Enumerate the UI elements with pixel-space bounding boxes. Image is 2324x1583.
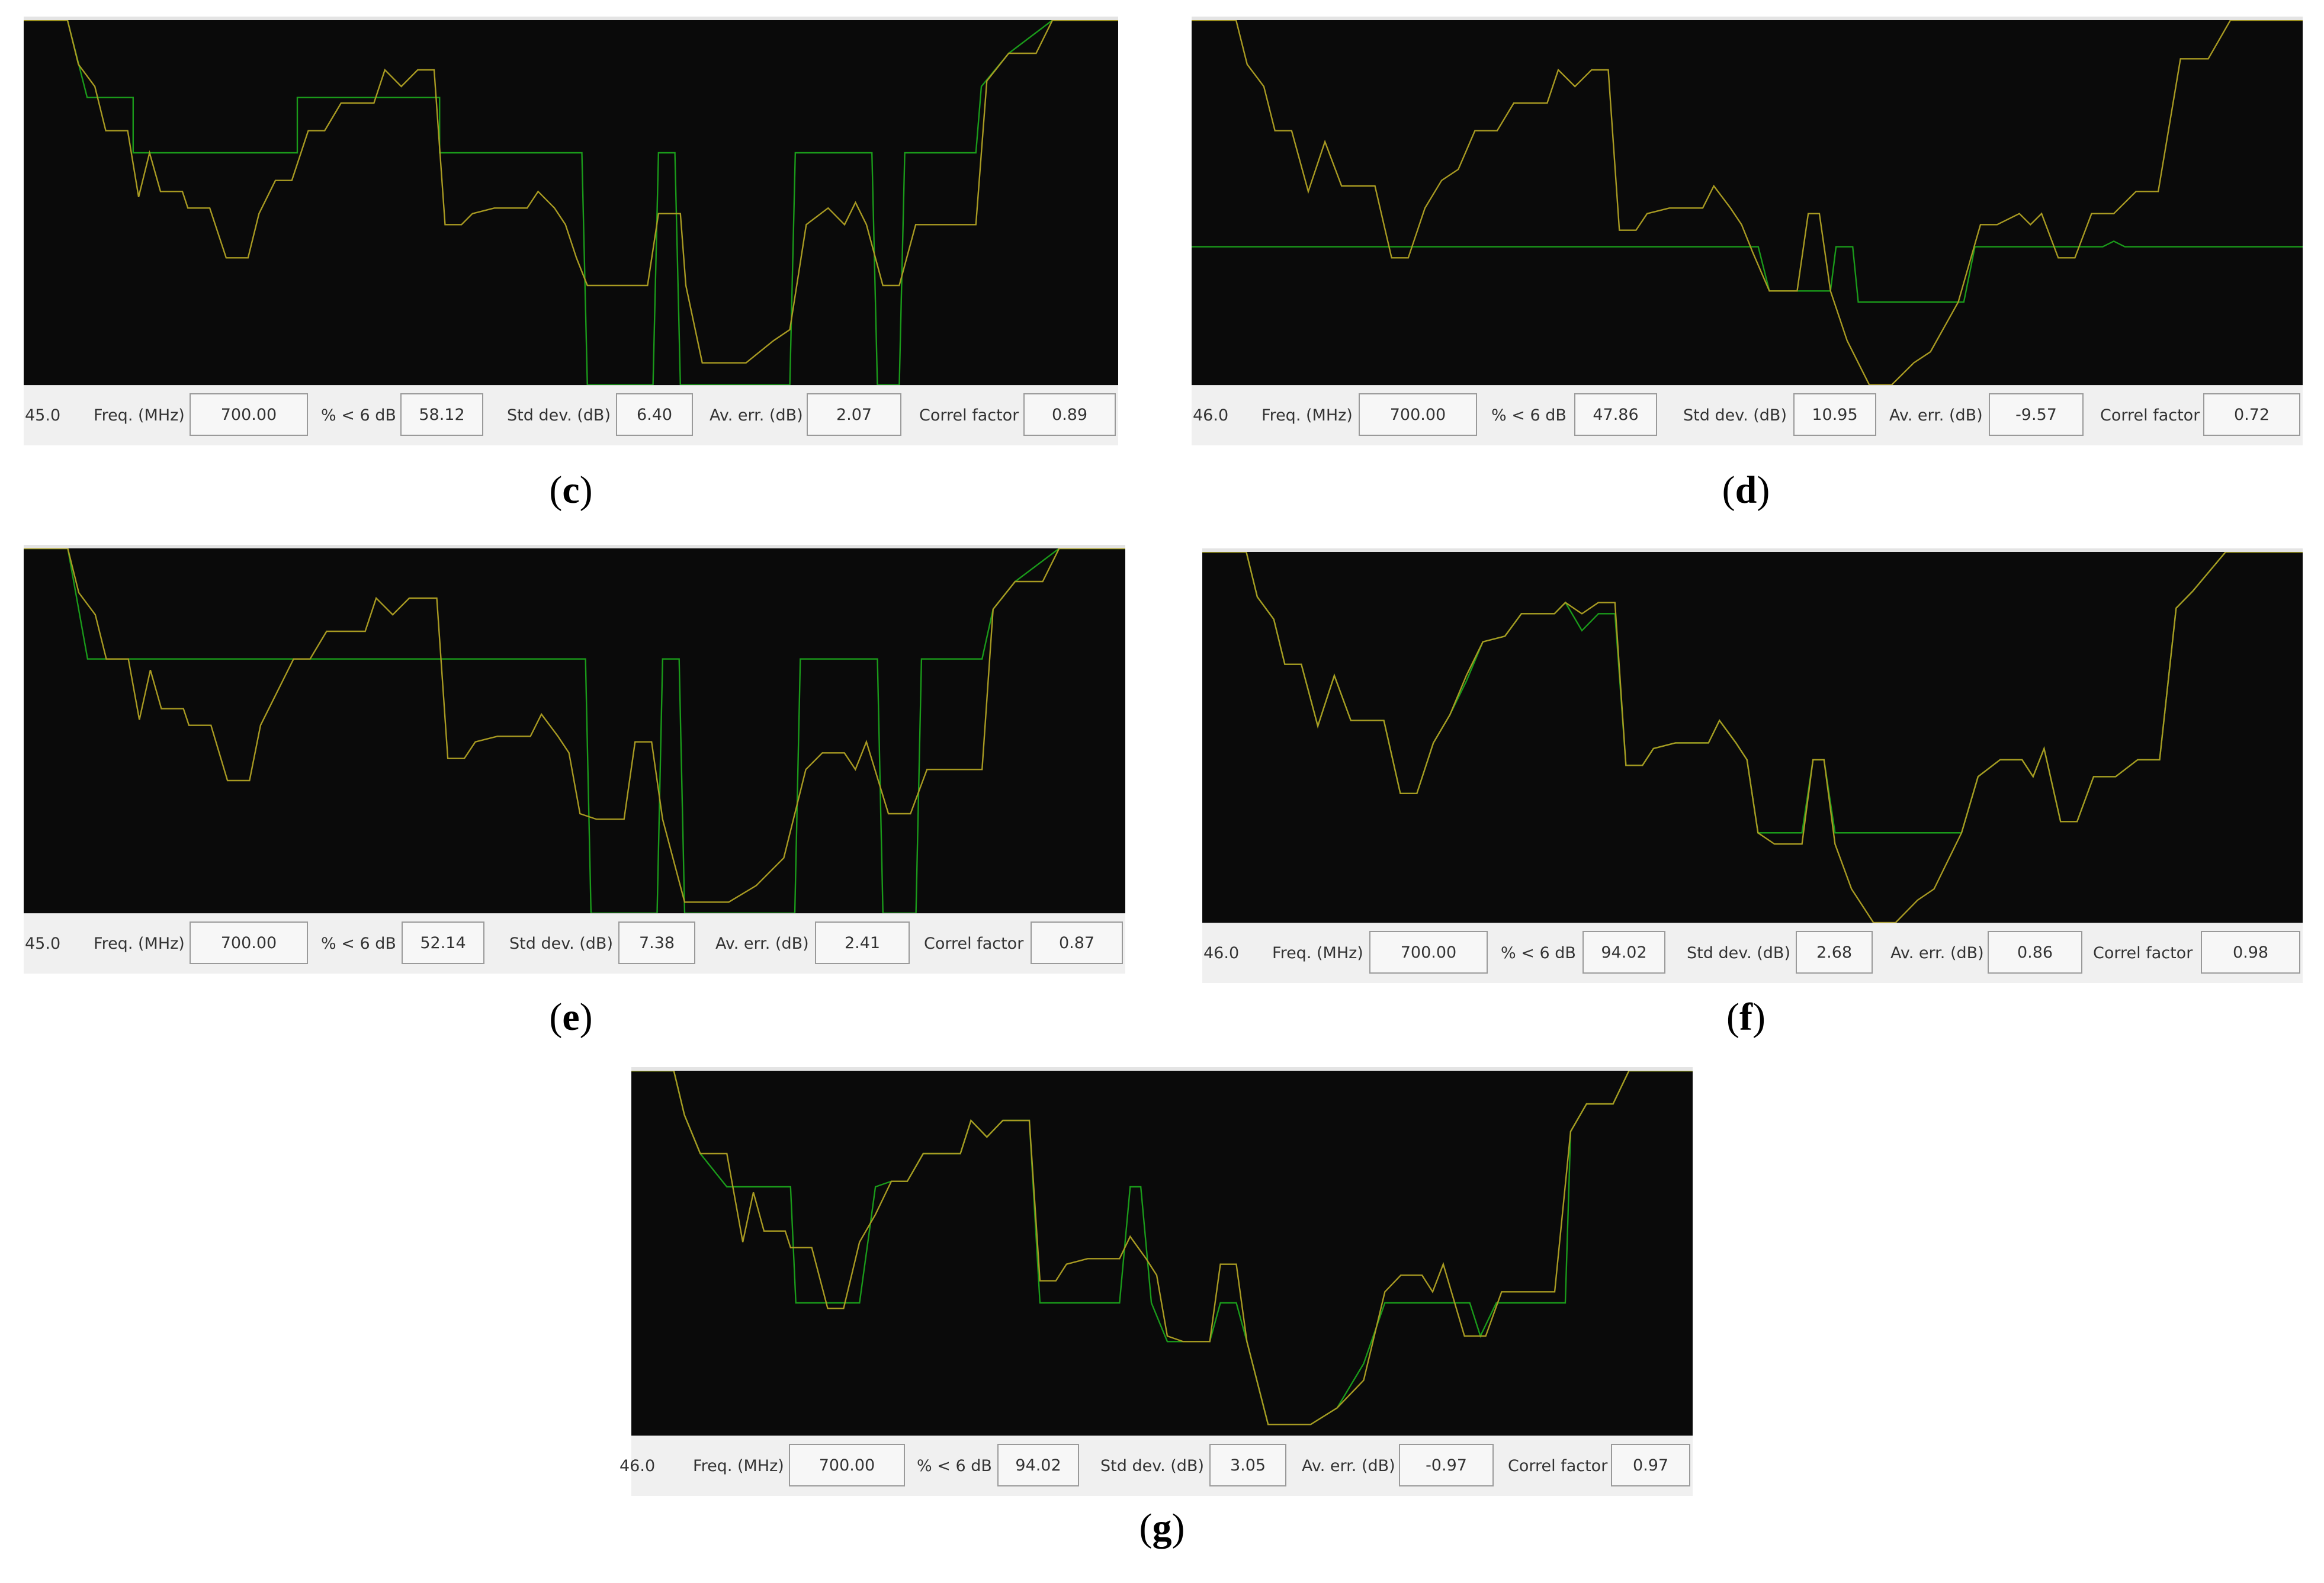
profile-plot-c-svg bbox=[24, 20, 1118, 385]
panel-g: 46.0 Freq. (MHz) 700.00 % < 6 dB 94.02 S… bbox=[619, 1067, 1693, 1496]
pct-label: % < 6 dB bbox=[1501, 944, 1576, 962]
correl-factor-field[interactable]: 0.97 bbox=[1611, 1444, 1690, 1486]
correl-factor-label: Correl factor bbox=[2093, 944, 2193, 962]
scale-value: 45.0 bbox=[25, 406, 61, 425]
predicted-trace-g bbox=[631, 1071, 1693, 1424]
profile-plot-e-svg bbox=[24, 548, 1125, 913]
pct-field[interactable]: 94.02 bbox=[997, 1444, 1079, 1486]
std-dev-field[interactable]: 10.95 bbox=[1793, 393, 1876, 436]
std-dev-field[interactable]: 6.40 bbox=[616, 393, 693, 436]
profile-plot-f bbox=[1202, 548, 2303, 923]
av-err-field[interactable]: -0.97 bbox=[1399, 1444, 1494, 1486]
freq-label: Freq. (MHz) bbox=[94, 406, 185, 425]
freq-field[interactable]: 700.00 bbox=[190, 393, 308, 436]
panel-e: 45.0 Freq. (MHz) 700.00 % < 6 dB 52.14 S… bbox=[24, 545, 1125, 974]
correl-factor-label: Correl factor bbox=[924, 935, 1024, 953]
measured-trace-e bbox=[24, 548, 1125, 902]
std-dev-label: Std dev. (dB) bbox=[1687, 944, 1790, 962]
status-bar-e: 45.0 Freq. (MHz) 700.00 % < 6 dB 52.14 S… bbox=[24, 913, 1125, 974]
correl-factor-label: Correl factor bbox=[2100, 406, 2200, 425]
pct-field[interactable]: 52.14 bbox=[402, 921, 484, 964]
profile-plot-g-svg bbox=[631, 1071, 1693, 1436]
measured-trace-c bbox=[24, 20, 1118, 363]
av-err-label: Av. err. (dB) bbox=[1890, 944, 1984, 962]
profile-plot-g bbox=[631, 1067, 1693, 1436]
std-dev-field[interactable]: 3.05 bbox=[1209, 1444, 1286, 1486]
profile-plot-d bbox=[1192, 17, 2303, 385]
av-err-label: Av. err. (dB) bbox=[715, 935, 809, 953]
caption-e: (e) bbox=[549, 996, 593, 1039]
freq-field[interactable]: 700.00 bbox=[1369, 931, 1488, 974]
status-bar-g: 46.0 Freq. (MHz) 700.00 % < 6 dB 94.02 S… bbox=[619, 1436, 1693, 1496]
freq-field[interactable]: 700.00 bbox=[190, 921, 308, 964]
panel-c: 45.0 Freq. (MHz) 700.00 % < 6 dB 58.12 S… bbox=[24, 17, 1118, 445]
std-dev-label: Std dev. (dB) bbox=[1683, 406, 1787, 425]
measured-trace-g bbox=[631, 1071, 1693, 1424]
freq-label: Freq. (MHz) bbox=[1261, 406, 1353, 425]
predicted-trace-d bbox=[1192, 241, 2303, 302]
freq-field[interactable]: 700.00 bbox=[1359, 393, 1477, 436]
av-err-label: Av. err. (dB) bbox=[710, 406, 803, 425]
std-dev-field[interactable]: 2.68 bbox=[1796, 931, 1873, 974]
pct-field[interactable]: 47.86 bbox=[1574, 393, 1657, 436]
panel-d: 46.0 Freq. (MHz) 700.00 % < 6 dB 47.86 S… bbox=[1192, 17, 2303, 445]
profile-plot-f-svg bbox=[1202, 552, 2303, 923]
freq-field[interactable]: 700.00 bbox=[789, 1444, 905, 1486]
freq-label: Freq. (MHz) bbox=[94, 935, 185, 953]
pct-label: % < 6 dB bbox=[321, 406, 396, 425]
correl-factor-field[interactable]: 0.89 bbox=[1023, 393, 1116, 436]
status-bar-f: 46.0 Freq. (MHz) 700.00 % < 6 dB 94.02 S… bbox=[1202, 923, 2303, 983]
caption-c: (c) bbox=[549, 468, 593, 512]
av-err-label: Av. err. (dB) bbox=[1302, 1457, 1395, 1475]
predicted-trace-f bbox=[1202, 552, 2303, 833]
av-err-field[interactable]: 2.07 bbox=[807, 393, 901, 436]
predicted-trace-e bbox=[24, 548, 1125, 913]
freq-label: Freq. (MHz) bbox=[1272, 944, 1363, 962]
scale-value: 46.0 bbox=[1193, 406, 1229, 425]
status-bar-d: 46.0 Freq. (MHz) 700.00 % < 6 dB 47.86 S… bbox=[1192, 385, 2303, 445]
caption-d: (d) bbox=[1722, 468, 1770, 512]
pct-label: % < 6 dB bbox=[917, 1457, 992, 1475]
scale-value: 45.0 bbox=[25, 935, 61, 953]
correl-factor-label: Correl factor bbox=[919, 406, 1019, 425]
correl-factor-label: Correl factor bbox=[1508, 1457, 1608, 1475]
profile-plot-e bbox=[24, 545, 1125, 913]
profile-plot-c bbox=[24, 17, 1118, 385]
av-err-field[interactable]: 0.86 bbox=[1988, 931, 2082, 974]
scale-value: 46.0 bbox=[619, 1457, 656, 1475]
std-dev-field[interactable]: 7.38 bbox=[618, 921, 695, 964]
freq-label: Freq. (MHz) bbox=[693, 1457, 784, 1475]
correl-factor-field[interactable]: 0.87 bbox=[1031, 921, 1123, 964]
av-err-label: Av. err. (dB) bbox=[1889, 406, 1983, 425]
caption-g: (g) bbox=[1139, 1506, 1185, 1549]
caption-f: (f) bbox=[1726, 996, 1766, 1039]
measured-trace-f bbox=[1202, 552, 2303, 923]
pct-field[interactable]: 94.02 bbox=[1582, 931, 1665, 974]
correl-factor-field[interactable]: 0.98 bbox=[2201, 931, 2300, 974]
pct-label: % < 6 dB bbox=[1491, 406, 1567, 425]
predicted-trace-c bbox=[24, 20, 1118, 385]
av-err-field[interactable]: -9.57 bbox=[1989, 393, 2084, 436]
status-bar-c: 45.0 Freq. (MHz) 700.00 % < 6 dB 58.12 S… bbox=[24, 385, 1118, 445]
measured-trace-d bbox=[1192, 20, 2303, 385]
std-dev-label: Std dev. (dB) bbox=[509, 935, 613, 953]
scale-value: 46.0 bbox=[1203, 944, 1240, 962]
profile-plot-d-svg bbox=[1192, 20, 2303, 385]
panel-f: 46.0 Freq. (MHz) 700.00 % < 6 dB 94.02 S… bbox=[1202, 548, 2303, 983]
std-dev-label: Std dev. (dB) bbox=[507, 406, 611, 425]
correl-factor-field[interactable]: 0.72 bbox=[2203, 393, 2300, 436]
std-dev-label: Std dev. (dB) bbox=[1100, 1457, 1204, 1475]
av-err-field[interactable]: 2.41 bbox=[815, 921, 910, 964]
pct-field[interactable]: 58.12 bbox=[400, 393, 483, 436]
pct-label: % < 6 dB bbox=[321, 935, 396, 953]
